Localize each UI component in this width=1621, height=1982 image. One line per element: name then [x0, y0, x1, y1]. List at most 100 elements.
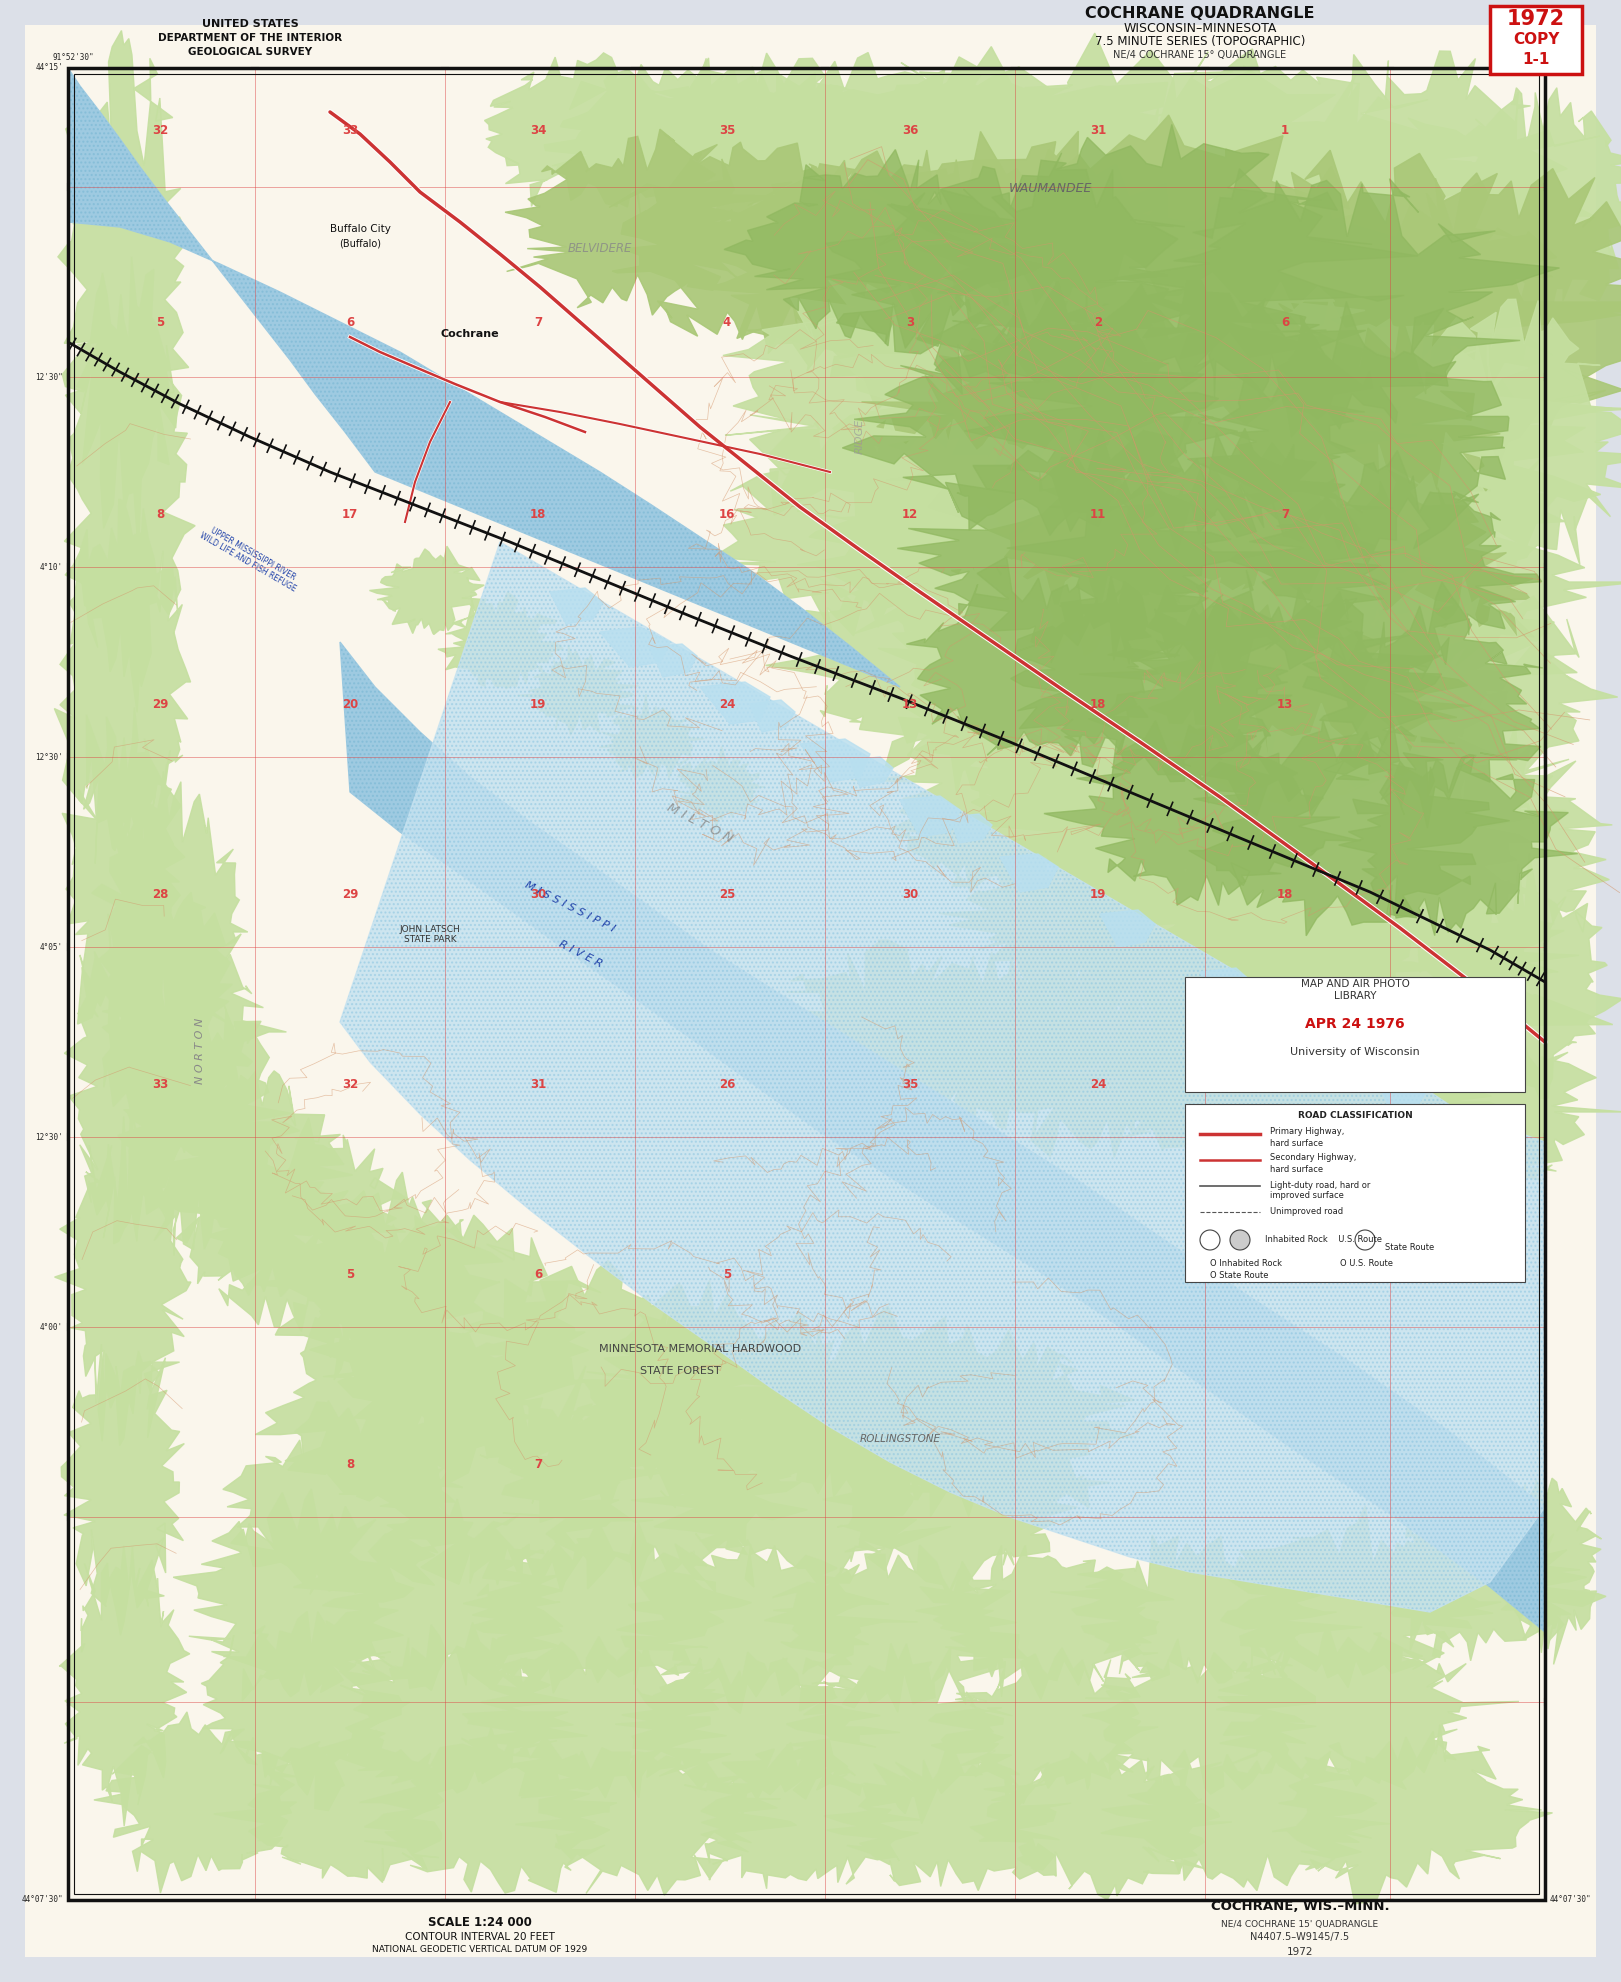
Polygon shape: [173, 1488, 413, 1701]
Polygon shape: [786, 1643, 1013, 1823]
Text: 6: 6: [345, 315, 353, 329]
Polygon shape: [441, 1261, 783, 1516]
Polygon shape: [621, 1372, 969, 1588]
Text: 25: 25: [718, 888, 736, 900]
Polygon shape: [650, 644, 697, 678]
Text: N O R T O N: N O R T O N: [195, 1017, 204, 1084]
Polygon shape: [1221, 1506, 1501, 1687]
Text: O Inhabited Rock: O Inhabited Rock: [1209, 1259, 1282, 1268]
Polygon shape: [969, 1752, 1232, 1899]
Polygon shape: [1101, 910, 1156, 947]
Text: WAUMANDEE: WAUMANDEE: [1008, 182, 1091, 194]
Polygon shape: [1190, 842, 1613, 1104]
Polygon shape: [246, 1171, 503, 1393]
Text: 1972: 1972: [1508, 10, 1564, 30]
Polygon shape: [462, 1637, 731, 1798]
Polygon shape: [956, 396, 1495, 714]
Polygon shape: [995, 581, 1375, 836]
Polygon shape: [678, 747, 765, 828]
Polygon shape: [906, 557, 1180, 755]
Text: 26: 26: [718, 1078, 736, 1090]
Text: Buffalo City: Buffalo City: [329, 224, 391, 234]
Polygon shape: [843, 281, 1238, 535]
Polygon shape: [1399, 299, 1621, 595]
Polygon shape: [725, 149, 1042, 349]
Bar: [1185, 977, 1525, 1092]
Text: BELVIDERE: BELVIDERE: [567, 242, 632, 256]
Polygon shape: [861, 309, 1240, 547]
Text: 44°07'30": 44°07'30": [1550, 1895, 1592, 1905]
Text: DEPARTMENT OF THE INTERIOR: DEPARTMENT OF THE INTERIOR: [157, 34, 342, 44]
Polygon shape: [1115, 153, 1621, 474]
Polygon shape: [62, 1344, 185, 1635]
Polygon shape: [1352, 1011, 1621, 1209]
Text: 24: 24: [718, 698, 736, 710]
Polygon shape: [929, 1647, 1159, 1804]
Text: 35: 35: [718, 123, 736, 137]
Text: 35: 35: [901, 1078, 917, 1090]
Text: WISCONSIN–MINNESOTA: WISCONSIN–MINNESOTA: [1123, 22, 1277, 34]
Text: 7: 7: [1281, 507, 1289, 521]
Text: 5: 5: [156, 315, 164, 329]
Text: SCALE 1:24 000: SCALE 1:24 000: [428, 1915, 532, 1928]
Polygon shape: [616, 1540, 917, 1712]
Polygon shape: [157, 1070, 353, 1296]
Text: APR 24 1976: APR 24 1976: [1305, 1017, 1405, 1031]
Text: 6: 6: [533, 1268, 541, 1280]
Polygon shape: [506, 129, 781, 315]
Text: 4°00': 4°00': [41, 1322, 63, 1332]
Polygon shape: [1170, 993, 1512, 1217]
Text: 4: 4: [723, 315, 731, 329]
Polygon shape: [1096, 981, 1375, 1193]
Polygon shape: [1188, 301, 1509, 565]
Text: 16: 16: [718, 507, 736, 521]
Polygon shape: [55, 499, 191, 864]
Text: 8: 8: [345, 1457, 353, 1471]
Polygon shape: [1041, 830, 1316, 1054]
Polygon shape: [1010, 577, 1292, 781]
Polygon shape: [849, 757, 893, 787]
Text: 2: 2: [1094, 315, 1102, 329]
Text: 12'30": 12'30": [36, 373, 63, 381]
Polygon shape: [1188, 719, 1509, 936]
Polygon shape: [616, 1653, 900, 1816]
Polygon shape: [293, 1498, 562, 1691]
Polygon shape: [1379, 1082, 1425, 1114]
Polygon shape: [58, 30, 190, 553]
Polygon shape: [370, 547, 486, 634]
Circle shape: [1355, 1231, 1375, 1251]
Polygon shape: [102, 890, 287, 1165]
Polygon shape: [316, 1623, 587, 1798]
Polygon shape: [1101, 1746, 1391, 1891]
Polygon shape: [713, 412, 1052, 636]
Polygon shape: [1311, 168, 1621, 466]
Polygon shape: [746, 131, 1261, 446]
Polygon shape: [751, 700, 794, 731]
Polygon shape: [700, 682, 770, 723]
Text: Unimproved road: Unimproved road: [1269, 1207, 1344, 1217]
Polygon shape: [92, 771, 248, 1092]
Polygon shape: [600, 626, 669, 668]
Polygon shape: [1080, 571, 1443, 817]
Text: NE/4 COCHRANE 15° QUADRANGLE: NE/4 COCHRANE 15° QUADRANGLE: [1114, 50, 1287, 59]
Polygon shape: [62, 708, 185, 1080]
Text: UNITED STATES: UNITED STATES: [201, 20, 298, 30]
Polygon shape: [879, 567, 1274, 825]
Text: MINNESOTA MEMORIAL HARDWOOD: MINNESOTA MEMORIAL HARDWOOD: [598, 1344, 801, 1354]
Text: 29: 29: [342, 888, 358, 900]
Polygon shape: [94, 1712, 297, 1893]
Text: NE/4 COCHRANE 15' QUADRANGLE: NE/4 COCHRANE 15' QUADRANGLE: [1222, 1919, 1378, 1928]
Text: 12°30': 12°30': [36, 1132, 63, 1142]
Polygon shape: [310, 1215, 601, 1447]
Text: 91°45': 91°45': [1525, 54, 1555, 61]
Text: 24: 24: [1089, 1078, 1106, 1090]
Text: improved surface: improved surface: [1269, 1191, 1344, 1201]
Text: UPPER MISSISSIPPI RIVER
WILD LIFE AND FISH REFUGE: UPPER MISSISSIPPI RIVER WILD LIFE AND FI…: [198, 523, 303, 595]
Text: O State Route: O State Route: [1209, 1272, 1269, 1280]
Polygon shape: [825, 161, 1209, 394]
Text: M I L T O N: M I L T O N: [665, 801, 736, 844]
Polygon shape: [979, 303, 1417, 545]
Polygon shape: [887, 125, 1418, 404]
Text: 19: 19: [530, 698, 546, 710]
Polygon shape: [256, 1270, 541, 1514]
